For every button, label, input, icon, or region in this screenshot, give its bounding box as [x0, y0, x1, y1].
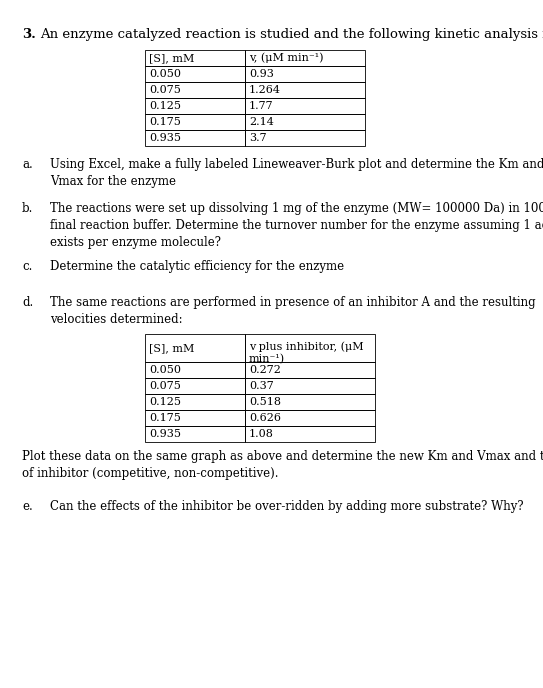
Text: 0.075: 0.075 — [149, 85, 181, 95]
Text: 0.272: 0.272 — [249, 365, 281, 375]
Bar — [245, 394, 375, 410]
Text: 0.175: 0.175 — [149, 117, 181, 127]
Text: 1.08: 1.08 — [249, 429, 274, 439]
Text: An enzyme catalyzed reaction is studied and the following kinetic analysis is ob: An enzyme catalyzed reaction is studied … — [40, 28, 543, 41]
Bar — [245, 130, 365, 146]
Text: d.: d. — [22, 296, 33, 309]
Bar — [145, 82, 245, 98]
Text: v, (μM min⁻¹): v, (μM min⁻¹) — [249, 53, 324, 63]
Text: 0.626: 0.626 — [249, 413, 281, 423]
Bar — [245, 362, 375, 378]
Text: 0.935: 0.935 — [149, 133, 181, 143]
Text: 0.37: 0.37 — [249, 381, 274, 391]
Bar — [145, 50, 245, 66]
Text: 0.125: 0.125 — [149, 101, 181, 111]
Text: 0.518: 0.518 — [249, 397, 281, 407]
Text: 0.050: 0.050 — [149, 69, 181, 79]
Bar — [145, 362, 245, 378]
Text: [S], mM: [S], mM — [149, 343, 194, 353]
Bar — [145, 130, 245, 146]
Text: e.: e. — [22, 500, 33, 513]
Bar — [145, 378, 245, 394]
Bar — [245, 426, 375, 442]
Text: 3.: 3. — [22, 28, 36, 41]
Bar — [245, 98, 365, 114]
Bar — [145, 66, 245, 82]
Text: Determine the catalytic efficiency for the enzyme: Determine the catalytic efficiency for t… — [50, 260, 344, 273]
Text: The same reactions are performed in presence of an inhibitor A and the resulting: The same reactions are performed in pres… — [50, 296, 535, 326]
Bar — [245, 66, 365, 82]
Bar — [145, 334, 245, 362]
Text: [S], mM: [S], mM — [149, 53, 194, 63]
Bar — [245, 410, 375, 426]
Bar — [245, 114, 365, 130]
Bar — [145, 410, 245, 426]
Text: 0.050: 0.050 — [149, 365, 181, 375]
Text: 0.93: 0.93 — [249, 69, 274, 79]
Text: c.: c. — [22, 260, 33, 273]
Text: 0.125: 0.125 — [149, 397, 181, 407]
Text: 3.7: 3.7 — [249, 133, 267, 143]
Bar — [145, 114, 245, 130]
Bar — [145, 98, 245, 114]
Bar — [245, 82, 365, 98]
Bar — [245, 334, 375, 362]
Text: 0.935: 0.935 — [149, 429, 181, 439]
Bar — [245, 378, 375, 394]
Text: 0.175: 0.175 — [149, 413, 181, 423]
Text: min⁻¹): min⁻¹) — [249, 354, 285, 364]
Text: Plot these data on the same graph as above and determine the new Km and Vmax and: Plot these data on the same graph as abo… — [22, 450, 543, 480]
Bar — [245, 50, 365, 66]
Text: v plus inhibitor, (μM: v plus inhibitor, (μM — [249, 342, 364, 352]
Text: 0.075: 0.075 — [149, 381, 181, 391]
Text: 1.77: 1.77 — [249, 101, 274, 111]
Bar — [145, 426, 245, 442]
Text: 2.14: 2.14 — [249, 117, 274, 127]
Text: b.: b. — [22, 202, 33, 215]
Text: The reactions were set up dissolving 1 mg of the enzyme (MW= 100000 Da) in 100 m: The reactions were set up dissolving 1 m… — [50, 202, 543, 249]
Text: 1.264: 1.264 — [249, 85, 281, 95]
Text: Can the effects of the inhibitor be over-ridden by adding more substrate? Why?: Can the effects of the inhibitor be over… — [50, 500, 523, 513]
Bar — [145, 394, 245, 410]
Text: Using Excel, make a fully labeled Lineweaver-Burk plot and determine the Km and
: Using Excel, make a fully labeled Linewe… — [50, 158, 543, 188]
Text: a.: a. — [22, 158, 33, 171]
